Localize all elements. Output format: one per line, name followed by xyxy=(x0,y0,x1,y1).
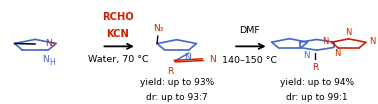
Text: R: R xyxy=(167,67,173,76)
Text: N: N xyxy=(322,37,328,46)
Text: H: H xyxy=(49,58,55,67)
Text: N: N xyxy=(334,49,340,58)
Text: DMF: DMF xyxy=(239,26,260,35)
Text: N: N xyxy=(184,53,191,62)
Text: N₃: N₃ xyxy=(153,24,163,33)
Text: R: R xyxy=(312,63,318,72)
Text: N: N xyxy=(369,37,376,46)
Text: RCHO: RCHO xyxy=(102,12,134,22)
Text: N: N xyxy=(303,51,309,60)
Text: dr: up to 93:7: dr: up to 93:7 xyxy=(146,93,208,102)
Text: dr: up to 99:1: dr: up to 99:1 xyxy=(286,93,347,102)
Text: KCN: KCN xyxy=(107,28,130,38)
Text: Water, 70 °C: Water, 70 °C xyxy=(88,55,149,64)
Text: N: N xyxy=(209,55,216,64)
Text: N: N xyxy=(345,28,352,37)
Text: yield: up to 93%: yield: up to 93% xyxy=(139,78,214,87)
Text: N: N xyxy=(42,55,49,64)
Text: N₃: N₃ xyxy=(45,39,56,48)
Text: yield: up to 94%: yield: up to 94% xyxy=(280,78,354,87)
Text: 140–150 °C: 140–150 °C xyxy=(222,56,277,65)
